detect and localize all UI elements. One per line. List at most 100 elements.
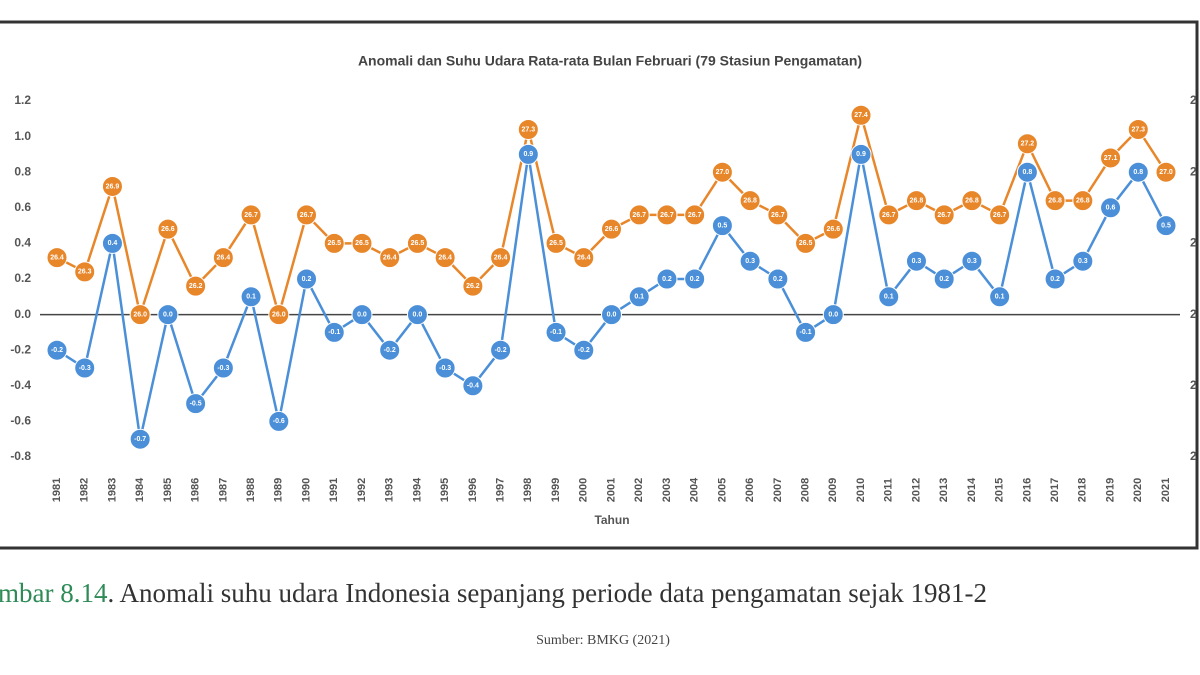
y-tick-label: 0.8 <box>14 164 31 178</box>
data-label: -0.3 <box>217 365 229 372</box>
data-point <box>767 268 789 290</box>
data-label: 0.1 <box>634 294 644 301</box>
data-label: 27.0 <box>1159 169 1173 176</box>
data-point <box>406 304 428 326</box>
data-point <box>739 250 761 272</box>
x-tick-label: 1991 <box>328 478 340 502</box>
data-point <box>795 232 817 254</box>
data-point <box>656 268 678 290</box>
data-label: 0.0 <box>607 311 617 318</box>
data-label: 0.2 <box>302 276 312 283</box>
data-label: 0.2 <box>690 276 700 283</box>
x-tick-label: 2008 <box>799 478 811 502</box>
data-label: 26.4 <box>217 254 231 261</box>
x-tick-label: 1989 <box>273 478 285 502</box>
data-label: 0.1 <box>246 294 256 301</box>
data-point <box>1127 118 1149 140</box>
x-tick-label: 2006 <box>744 478 756 502</box>
y-tick-label: 0.2 <box>14 271 31 285</box>
data-point <box>933 268 955 290</box>
data-label: 26.7 <box>688 212 702 219</box>
data-label: 26.2 <box>189 283 203 290</box>
x-tick-label: 1996 <box>467 478 479 502</box>
data-label: 27.4 <box>854 112 868 119</box>
y2-tick-label: 2 <box>1190 307 1197 321</box>
x-tick-label: 2012 <box>910 478 922 502</box>
data-label: 26.8 <box>965 198 979 205</box>
data-label: 0.8 <box>1023 169 1033 176</box>
y-tick-label: -0.8 <box>10 449 31 463</box>
data-label: 26.5 <box>549 240 563 247</box>
y-tick-label: -0.6 <box>10 414 31 428</box>
data-point <box>573 339 595 361</box>
data-label: 26.6 <box>161 226 175 233</box>
data-point <box>296 204 318 226</box>
x-tick-label: 2000 <box>578 478 590 502</box>
data-point <box>822 304 844 326</box>
data-point <box>1016 161 1038 183</box>
x-tick-label: 1992 <box>356 478 368 502</box>
data-label: -0.1 <box>328 329 340 336</box>
data-label: 0.3 <box>912 258 922 265</box>
data-label: 26.9 <box>106 183 120 190</box>
data-label: 26.7 <box>244 212 258 219</box>
data-point <box>1072 190 1094 212</box>
x-tick-label: 1982 <box>79 478 91 502</box>
data-point <box>379 339 401 361</box>
x-tick-label: 1984 <box>134 477 146 502</box>
x-tick-label: 1990 <box>300 478 312 502</box>
y-tick-label: 1.0 <box>14 129 31 143</box>
data-label: 26.5 <box>799 240 813 247</box>
data-point <box>905 250 927 272</box>
data-label: 0.3 <box>745 258 755 265</box>
x-tick-label: 2017 <box>1049 478 1061 502</box>
x-tick-label: 1997 <box>495 478 507 502</box>
data-point <box>351 304 373 326</box>
y-tick-label: 0.6 <box>14 200 31 214</box>
data-point <box>989 286 1011 308</box>
data-label: 0.0 <box>828 311 838 318</box>
x-tick-label: 2004 <box>689 477 701 502</box>
data-label: 26.6 <box>826 226 840 233</box>
data-point <box>1044 268 1066 290</box>
data-label: -0.7 <box>134 436 146 443</box>
data-point <box>739 190 761 212</box>
data-point <box>240 204 262 226</box>
x-tick-label: 2007 <box>772 478 784 502</box>
data-point <box>601 304 622 326</box>
data-point <box>490 247 512 269</box>
data-point <box>1155 215 1177 237</box>
data-point <box>989 204 1011 226</box>
x-tick-label: 1983 <box>106 478 118 502</box>
data-point <box>573 247 595 269</box>
data-point <box>656 204 678 226</box>
data-label: 26.0 <box>133 311 147 318</box>
data-label: 27.0 <box>716 169 730 176</box>
data-label: 0.0 <box>413 311 423 318</box>
source: Sumber: BMKG (2021) <box>536 633 670 648</box>
data-point <box>767 204 789 226</box>
data-point <box>878 204 900 226</box>
data-label: 0.9 <box>856 151 866 158</box>
data-label: 0.6 <box>1106 205 1116 212</box>
data-label: 0.2 <box>662 276 672 283</box>
data-label: -0.1 <box>550 329 562 336</box>
data-label: 0.5 <box>718 222 728 229</box>
data-label: -0.2 <box>578 347 590 354</box>
data-point <box>1016 133 1038 155</box>
data-label: 0.9 <box>523 151 533 158</box>
data-point <box>1072 250 1094 272</box>
x-tick-label: 1998 <box>522 478 534 502</box>
data-label: 0.3 <box>1078 258 1088 265</box>
data-point <box>157 218 179 240</box>
data-point <box>212 357 234 379</box>
data-point <box>490 339 512 361</box>
data-point <box>545 321 567 343</box>
x-tick-label: 2019 <box>1104 478 1116 502</box>
data-point <box>185 393 207 415</box>
data-label: 0.8 <box>1133 169 1143 176</box>
caption: mbar 8.14. Anomali suhu udara Indonesia … <box>0 578 987 608</box>
data-label: 26.4 <box>494 254 508 261</box>
x-tick-label: 2001 <box>605 478 617 502</box>
data-point <box>157 304 179 326</box>
